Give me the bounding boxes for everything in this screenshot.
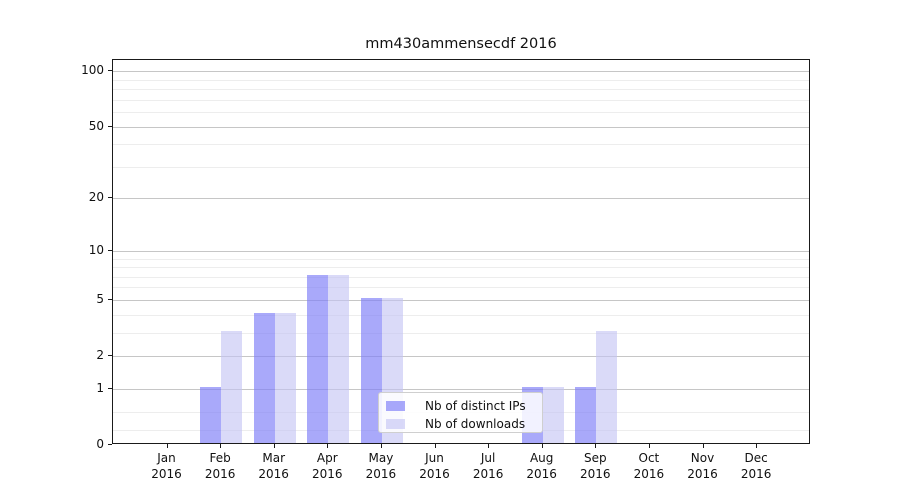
y-tick-0: [108, 444, 112, 445]
x-tick-sep: [595, 444, 597, 448]
y-tick-5: [108, 298, 112, 300]
gridline-major-20: [113, 198, 809, 200]
bar-distinct-ips-feb: [200, 386, 222, 443]
x-tick-feb: [220, 444, 222, 448]
legend-label-distinct-ips: Nb of distinct IPs: [425, 399, 526, 413]
legend-label-downloads: Nb of downloads: [425, 417, 526, 431]
gridline-major-100: [113, 71, 809, 73]
x-tick-nov: [702, 444, 704, 448]
gridline-major-50: [113, 126, 809, 128]
gridline-minor-3: [113, 332, 809, 334]
gridline-minor-7: [113, 276, 809, 278]
bar-distinct-ips-apr: [307, 274, 329, 443]
y-tick-10: [108, 249, 112, 251]
bar-distinct-ips-may: [360, 297, 382, 443]
gridline-minor-90: [113, 79, 809, 81]
x-tick-label-jul: Jul 2016: [472, 451, 504, 481]
gridline-minor-4: [113, 314, 809, 316]
plot-area: [112, 59, 810, 444]
x-tick-mar: [273, 444, 275, 448]
legend-swatch-downloads: [386, 419, 405, 429]
gridline-minor-60: [113, 112, 809, 114]
y-tick-100: [108, 70, 112, 72]
x-tick-label-mar: Mar 2016: [258, 451, 289, 481]
y-tick-label-1: 1: [96, 380, 104, 395]
x-tick-aug: [541, 444, 543, 448]
x-tick-jan: [166, 444, 168, 448]
y-tick-1: [108, 387, 112, 389]
x-tick-dec: [756, 444, 758, 448]
bar-downloads-apr: [328, 274, 350, 443]
x-tick-label-feb: Feb 2016: [204, 451, 236, 481]
x-tick-label-oct: Oct 2016: [633, 451, 665, 481]
y-tick-2: [108, 355, 112, 356]
x-tick-label-apr: Apr 2016: [312, 451, 343, 481]
y-tick-label-5: 5: [96, 291, 104, 306]
legend-item-distinct-ips: Nb of distinct IPs: [379, 398, 542, 414]
x-tick-oct: [648, 444, 650, 448]
gridline-major-5: [113, 299, 809, 301]
x-tick-apr: [327, 444, 329, 448]
x-tick-jun: [434, 444, 436, 448]
bar-downloads-feb: [221, 330, 243, 443]
legend: Nb of distinct IPs Nb of downloads: [378, 392, 543, 433]
gridline-minor-40: [113, 144, 809, 146]
chart-title: mm430ammensecdf 2016: [365, 36, 557, 52]
gridline-minor-8: [113, 267, 809, 268]
gridline-major-10: [113, 250, 809, 252]
x-tick-label-jun: Jun 2016: [419, 451, 450, 481]
y-tick-label-0: 0: [96, 437, 104, 451]
gridline-minor-70: [113, 99, 809, 101]
gridline-minor-6: [113, 287, 809, 289]
x-tick-may: [380, 444, 382, 448]
x-tick-label-sep: Sep 2016: [580, 451, 611, 481]
gridline-minor-9: [113, 258, 809, 260]
legend-item-downloads: Nb of downloads: [379, 416, 542, 432]
gridline-major-1: [113, 388, 809, 390]
bar-downloads-sep: [596, 330, 618, 443]
y-tick-label-10: 10: [88, 242, 104, 257]
x-tick-label-may: May 2016: [365, 451, 397, 481]
bar-distinct-ips-mar: [253, 312, 275, 443]
x-tick-label-jan: Jan 2016: [151, 451, 182, 481]
legend-swatch-distinct-ips: [386, 401, 405, 411]
bar-downloads-aug: [542, 386, 564, 443]
x-tick-label-aug: Aug 2016: [526, 451, 557, 481]
gridline-minor-80: [113, 89, 809, 91]
gridline-major-2: [113, 356, 809, 357]
y-tick-50: [108, 125, 112, 127]
x-tick-jul: [488, 444, 490, 448]
y-tick-label-50: 50: [88, 118, 104, 133]
gridline-minor-30: [113, 166, 809, 168]
y-tick-label-100: 100: [81, 63, 104, 78]
y-tick-label-2: 2: [96, 348, 104, 362]
x-tick-label-nov: Nov 2016: [687, 451, 718, 481]
bar-distinct-ips-sep: [575, 386, 597, 443]
y-tick-label-20: 20: [88, 190, 104, 205]
y-tick-20: [108, 197, 112, 199]
bar-downloads-mar: [274, 312, 296, 443]
x-tick-label-dec: Dec 2016: [740, 451, 772, 481]
